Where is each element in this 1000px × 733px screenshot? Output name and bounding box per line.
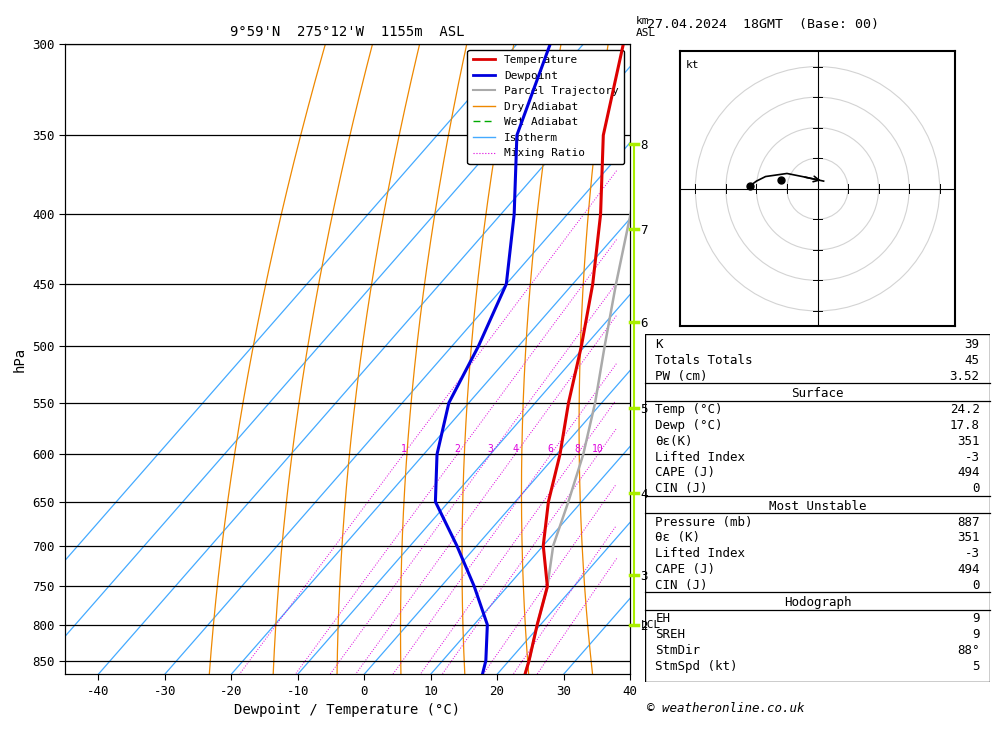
Legend: Temperature, Dewpoint, Parcel Trajectory, Dry Adiabat, Wet Adiabat, Isotherm, Mi: Temperature, Dewpoint, Parcel Trajectory… (467, 50, 624, 164)
Text: StmSpd (kt): StmSpd (kt) (655, 660, 738, 673)
Text: CIN (J): CIN (J) (655, 579, 708, 592)
Text: km
ASL: km ASL (636, 16, 656, 37)
Text: Pressure (mb): Pressure (mb) (655, 515, 753, 528)
Text: Hodograph: Hodograph (784, 596, 851, 609)
Text: 9: 9 (972, 612, 980, 625)
Text: 0: 0 (972, 482, 980, 496)
Text: 39: 39 (965, 338, 980, 351)
Text: θε(K): θε(K) (655, 435, 693, 448)
Text: K: K (655, 338, 663, 351)
Text: EH: EH (655, 612, 670, 625)
Text: kt: kt (686, 60, 700, 70)
Text: Lifted Index: Lifted Index (655, 451, 745, 464)
Text: 8: 8 (574, 444, 580, 454)
Text: 45: 45 (965, 354, 980, 367)
Text: Dewp (°C): Dewp (°C) (655, 419, 723, 432)
Text: 88°: 88° (957, 644, 980, 657)
Text: 5: 5 (972, 660, 980, 673)
Text: 494: 494 (957, 563, 980, 576)
Text: CAPE (J): CAPE (J) (655, 466, 715, 479)
Text: Surface: Surface (791, 387, 844, 400)
Text: 3.52: 3.52 (950, 370, 980, 383)
Text: 1: 1 (400, 444, 406, 454)
Text: SREH: SREH (655, 628, 685, 641)
Text: StmDir: StmDir (655, 644, 700, 657)
Text: 27.04.2024  18GMT  (Base: 00): 27.04.2024 18GMT (Base: 00) (647, 18, 879, 32)
Y-axis label: hPa: hPa (13, 347, 27, 372)
Text: CIN (J): CIN (J) (655, 482, 708, 496)
Text: 351: 351 (957, 435, 980, 448)
Text: 0: 0 (972, 579, 980, 592)
Title: 9°59'N  275°12'W  1155m  ASL: 9°59'N 275°12'W 1155m ASL (230, 25, 465, 39)
Text: 10: 10 (592, 444, 604, 454)
Text: 6: 6 (548, 444, 554, 454)
Text: 887: 887 (957, 515, 980, 528)
Text: Most Unstable: Most Unstable (769, 500, 866, 512)
Text: 9: 9 (972, 628, 980, 641)
Text: -3: -3 (965, 547, 980, 560)
Text: Totals Totals: Totals Totals (655, 354, 753, 367)
X-axis label: Dewpoint / Temperature (°C): Dewpoint / Temperature (°C) (234, 704, 461, 718)
Text: LCL: LCL (641, 619, 662, 630)
Text: 4: 4 (512, 444, 518, 454)
Text: Lifted Index: Lifted Index (655, 547, 745, 560)
Text: Temp (°C): Temp (°C) (655, 403, 723, 416)
Text: 2: 2 (454, 444, 460, 454)
Text: CAPE (J): CAPE (J) (655, 563, 715, 576)
Text: 3: 3 (488, 444, 493, 454)
Text: 24.2: 24.2 (950, 403, 980, 416)
Text: © weatheronline.co.uk: © weatheronline.co.uk (647, 701, 804, 715)
Text: -3: -3 (965, 451, 980, 464)
Text: 494: 494 (957, 466, 980, 479)
Text: θε (K): θε (K) (655, 531, 700, 545)
Text: PW (cm): PW (cm) (655, 370, 708, 383)
Text: 17.8: 17.8 (950, 419, 980, 432)
Text: 351: 351 (957, 531, 980, 545)
